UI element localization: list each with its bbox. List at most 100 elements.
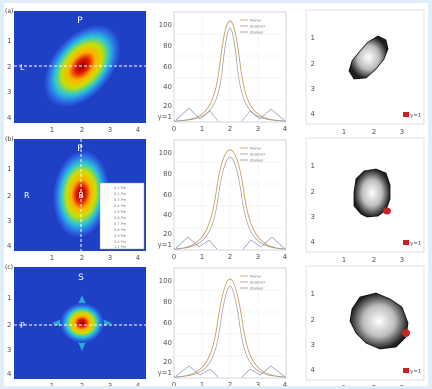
y-tick: 20 bbox=[163, 102, 172, 110]
blob-y-ticks: 1 2 3 4 bbox=[311, 34, 316, 118]
heatmap-y-ticks: 1 2 3 4 bbox=[7, 294, 12, 378]
x-tick: 4 bbox=[283, 253, 288, 261]
legend-label: Planar bbox=[250, 147, 262, 151]
y-tick: 2 bbox=[311, 60, 315, 68]
colorbar-legend: 0.1 Pm 0.2 Pm 0.3 Pm 0.4 Pm 0.5 Pm 0.6 P… bbox=[99, 182, 145, 250]
y-tick: 2 bbox=[311, 316, 315, 324]
blob-shape bbox=[348, 35, 389, 80]
colorbar-label: 0.9 Pm bbox=[114, 234, 127, 238]
y-tick: 2 bbox=[7, 192, 11, 200]
y-tick: 1 bbox=[311, 34, 315, 42]
y-tick: 60 bbox=[163, 63, 172, 71]
y-tick: 60 bbox=[163, 191, 172, 199]
blob-y-ticks: 1 2 3 4 bbox=[311, 290, 316, 374]
y-tick: 100 bbox=[159, 21, 172, 29]
legend: Planar Strained Stained bbox=[240, 275, 265, 291]
legend-label: Strained bbox=[250, 281, 265, 285]
colorbar-label: 0.5 Pm bbox=[114, 210, 127, 214]
y-tick: 60 bbox=[163, 319, 172, 327]
heatmap-side-label: R bbox=[24, 191, 30, 200]
legend-label: Strained bbox=[250, 153, 265, 157]
colorbar-label: 0.6 Pm bbox=[114, 216, 127, 220]
profile-panel: Planar Strained Stained 100 80 60 40 20 … bbox=[158, 267, 288, 386]
row-c: (c) S P 1 2 3 4 1 2 3 4 bbox=[5, 264, 425, 386]
blob-panel: y=1 1 2 3 4 1 2 3 bbox=[305, 137, 425, 264]
profile-y-ticks: 100 80 60 40 20 y=1 bbox=[158, 277, 172, 377]
colorbar-label: 0.8 Pm bbox=[114, 228, 127, 232]
blob-x-ticks: 1 2 3 bbox=[342, 128, 404, 136]
heatmap-panel: P R B 0.1 Pm 0.2 Pm 0.3 Pm 0.4 Pm 0.5 Pm… bbox=[7, 139, 146, 262]
profile-noise-curve bbox=[175, 236, 285, 250]
y-tick: 2 bbox=[7, 63, 11, 71]
heatmap-panel: P L 1 2 3 4 1 2 3 4 bbox=[7, 11, 146, 134]
heatmap-x-ticks: 1 2 3 4 bbox=[50, 126, 141, 134]
heatmap-y-ticks: 1 2 3 4 bbox=[7, 165, 12, 250]
heatmap-side-label: P bbox=[20, 321, 25, 330]
x-tick: 3 bbox=[256, 381, 260, 386]
y-tick: 40 bbox=[163, 211, 172, 219]
y-tick: 1 bbox=[311, 290, 315, 298]
x-tick: 1 bbox=[342, 256, 346, 264]
panel-letter: (a) bbox=[5, 8, 13, 15]
blob-hotspot bbox=[402, 329, 410, 337]
x-tick: 4 bbox=[283, 125, 288, 133]
legend-label: Stained bbox=[250, 159, 263, 163]
y-tick: 80 bbox=[163, 170, 172, 178]
y-tick: 3 bbox=[7, 88, 11, 96]
y-tick: 20 bbox=[163, 358, 172, 366]
legend: Planar Strained Stained bbox=[240, 19, 265, 35]
y-tick: 3 bbox=[311, 341, 315, 349]
blob-x-ticks: 1 2 3 bbox=[342, 256, 404, 264]
y-tick: 20 bbox=[163, 230, 172, 238]
profile-y-ticks: 100 80 60 40 20 y=1 bbox=[158, 149, 172, 249]
row-b: (b) P R B 0.1 Pm 0.2 Pm 0.3 Pm 0.4 Pm 0.… bbox=[5, 136, 425, 264]
blob-shape bbox=[353, 168, 391, 218]
x-tick: 1 bbox=[50, 382, 54, 386]
colorbar-label: 0.7 Pm bbox=[114, 222, 127, 226]
x-tick: 1 bbox=[50, 126, 54, 134]
x-tick: 3 bbox=[108, 382, 112, 386]
y-tick: 4 bbox=[311, 238, 316, 246]
blob-hotspot bbox=[383, 207, 391, 215]
heatmap-top-label: S bbox=[78, 273, 84, 283]
x-tick: 4 bbox=[136, 254, 141, 262]
y-tick: 100 bbox=[159, 277, 172, 285]
heatmap-spot bbox=[60, 303, 104, 343]
panel-letter: (b) bbox=[5, 136, 14, 143]
figure: (a) P L 1 2 3 4 1 2 3 4 bbox=[4, 3, 428, 386]
profile-curve bbox=[173, 156, 287, 250]
x-tick: 0 bbox=[172, 253, 176, 261]
profile-curve bbox=[173, 20, 287, 122]
y-marker: y=1 bbox=[158, 113, 172, 121]
x-tick: 2 bbox=[228, 125, 232, 133]
x-tick: 3 bbox=[400, 128, 404, 136]
x-tick: 3 bbox=[400, 384, 404, 386]
blob-y-ticks: 1 2 3 4 bbox=[311, 162, 316, 246]
y-tick: 3 bbox=[7, 217, 11, 225]
heatmap-y-ticks: 1 2 3 4 bbox=[7, 37, 12, 122]
y-tick: 2 bbox=[7, 321, 11, 329]
y-tick: 4 bbox=[311, 110, 316, 118]
colorbar-label: 0.2 Pm bbox=[114, 192, 127, 196]
x-tick: 2 bbox=[372, 128, 376, 136]
heatmap-x-ticks: 1 2 3 4 bbox=[50, 382, 141, 386]
profile-x-ticks: 0 1 2 3 4 bbox=[172, 381, 288, 386]
x-tick: 4 bbox=[283, 381, 288, 386]
x-tick: 3 bbox=[108, 126, 112, 134]
blob-panel: y=1 1 2 3 4 1 2 3 bbox=[305, 265, 425, 386]
x-tick: 3 bbox=[400, 256, 404, 264]
x-tick: 1 bbox=[342, 128, 346, 136]
heatmap-x-ticks: 1 2 3 4 bbox=[50, 254, 141, 262]
legend-label: Planar bbox=[250, 19, 262, 23]
colorbar-labels: 0.1 Pm 0.2 Pm 0.3 Pm 0.4 Pm 0.5 Pm 0.6 P… bbox=[114, 186, 127, 249]
colorbar-label: 0.3 Pm bbox=[114, 198, 127, 202]
y-marker: y=1 bbox=[158, 369, 172, 377]
x-tick: 2 bbox=[80, 382, 84, 386]
x-tick: 1 bbox=[342, 384, 346, 386]
y-marker: y=1 bbox=[158, 241, 172, 249]
marker-square bbox=[403, 112, 409, 117]
profile-x-ticks: 0 1 2 3 4 bbox=[172, 253, 288, 261]
y-tick: 4 bbox=[311, 366, 316, 374]
marker-square bbox=[403, 240, 409, 245]
blob-label: y=1 bbox=[410, 369, 421, 375]
